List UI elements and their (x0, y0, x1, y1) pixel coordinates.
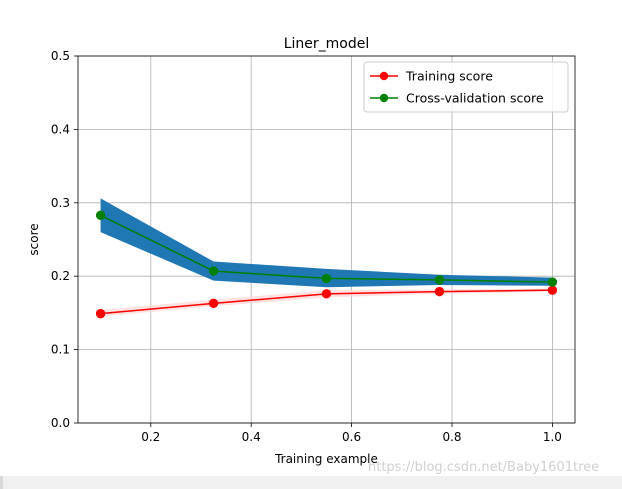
legend-label-training: Training score (405, 69, 493, 84)
y-tick-label: 0.5 (51, 49, 70, 63)
y-tick-label: 0.1 (51, 343, 70, 357)
x-tick-label: 0.4 (242, 430, 261, 444)
legend-label-cross-validation: Cross-validation score (406, 91, 544, 106)
legend-marker-training (379, 71, 389, 81)
data-point-cross-validation (321, 273, 332, 284)
bottom-strip-edge (0, 476, 3, 489)
legend: Training score Cross-validation score (363, 61, 569, 113)
data-point-training (547, 285, 558, 295)
data-point-cross-validation (208, 266, 219, 276)
window-bottom-strip (0, 476, 622, 489)
x-tick-label: 0.2 (141, 430, 160, 444)
y-tick-label: 0.0 (51, 416, 70, 430)
y-tick-label: 0.3 (51, 196, 70, 210)
data-point-cross-validation (547, 277, 558, 287)
learning-curve-chart: 0.2 0.4 0.6 0.8 1.0 0.0 0.1 0.2 0.3 0.4 0.5 Liner_… (27, 36, 576, 466)
series-lines (95, 210, 558, 319)
x-tick-label: 0.6 (342, 430, 361, 444)
data-point-training (434, 286, 445, 297)
legend-marker-cross-validation (379, 93, 389, 103)
plot-frame (77, 55, 576, 424)
y-tick-label: 0.2 (51, 269, 70, 283)
std-bands (100, 198, 553, 317)
x-tick-label: 1.0 (543, 430, 562, 444)
data-point-training (208, 298, 219, 309)
chart-title: Liner_model (284, 36, 370, 52)
y-axis-label: score (27, 223, 41, 255)
data-point-training (95, 308, 106, 319)
legend-box (363, 61, 569, 113)
data-point-cross-validation (95, 210, 106, 220)
x-tick-label: 0.8 (442, 430, 461, 444)
std-band-cross-validation (100, 198, 553, 288)
watermark: https://blog.csdn.net/Baby1601tree (368, 460, 600, 475)
data-point-training (321, 289, 332, 299)
data-point-cross-validation (434, 275, 445, 285)
axes: 0.2 0.4 0.6 0.8 1.0 0.0 0.1 0.2 0.3 0.4 0.5 (51, 49, 576, 444)
y-tick-label: 0.4 (51, 122, 70, 136)
x-axis-label: Training example (274, 452, 378, 466)
